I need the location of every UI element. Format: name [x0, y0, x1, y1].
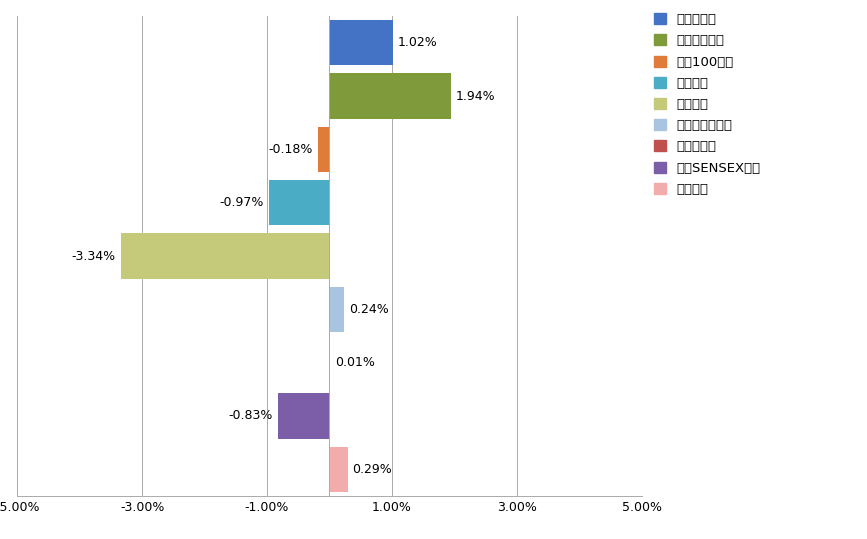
- Text: 1.02%: 1.02%: [398, 36, 438, 50]
- Text: 0.29%: 0.29%: [353, 462, 392, 476]
- Bar: [329, 287, 344, 332]
- Text: 0.01%: 0.01%: [335, 356, 375, 369]
- Bar: [329, 73, 451, 119]
- Bar: [329, 447, 348, 492]
- Text: -0.97%: -0.97%: [219, 196, 264, 209]
- Bar: [121, 233, 329, 279]
- Text: -0.83%: -0.83%: [228, 410, 272, 423]
- Bar: [318, 127, 329, 172]
- Text: 1.94%: 1.94%: [455, 89, 495, 102]
- Bar: [277, 393, 329, 439]
- Bar: [329, 20, 393, 65]
- Legend: 道琼斯指数, 纳斯达克指数, 富时100指数, 日经指数, 恒生指数, 新加坡海峡指数, 雅加达指数, 孟买SENSEX指数, 巴西指数: 道琼斯指数, 纳斯达克指数, 富时100指数, 日经指数, 恒生指数, 新加坡海…: [655, 13, 761, 196]
- Bar: [269, 180, 329, 225]
- Text: -3.34%: -3.34%: [72, 250, 116, 262]
- Text: -0.18%: -0.18%: [269, 143, 313, 156]
- Text: 0.24%: 0.24%: [349, 303, 389, 316]
